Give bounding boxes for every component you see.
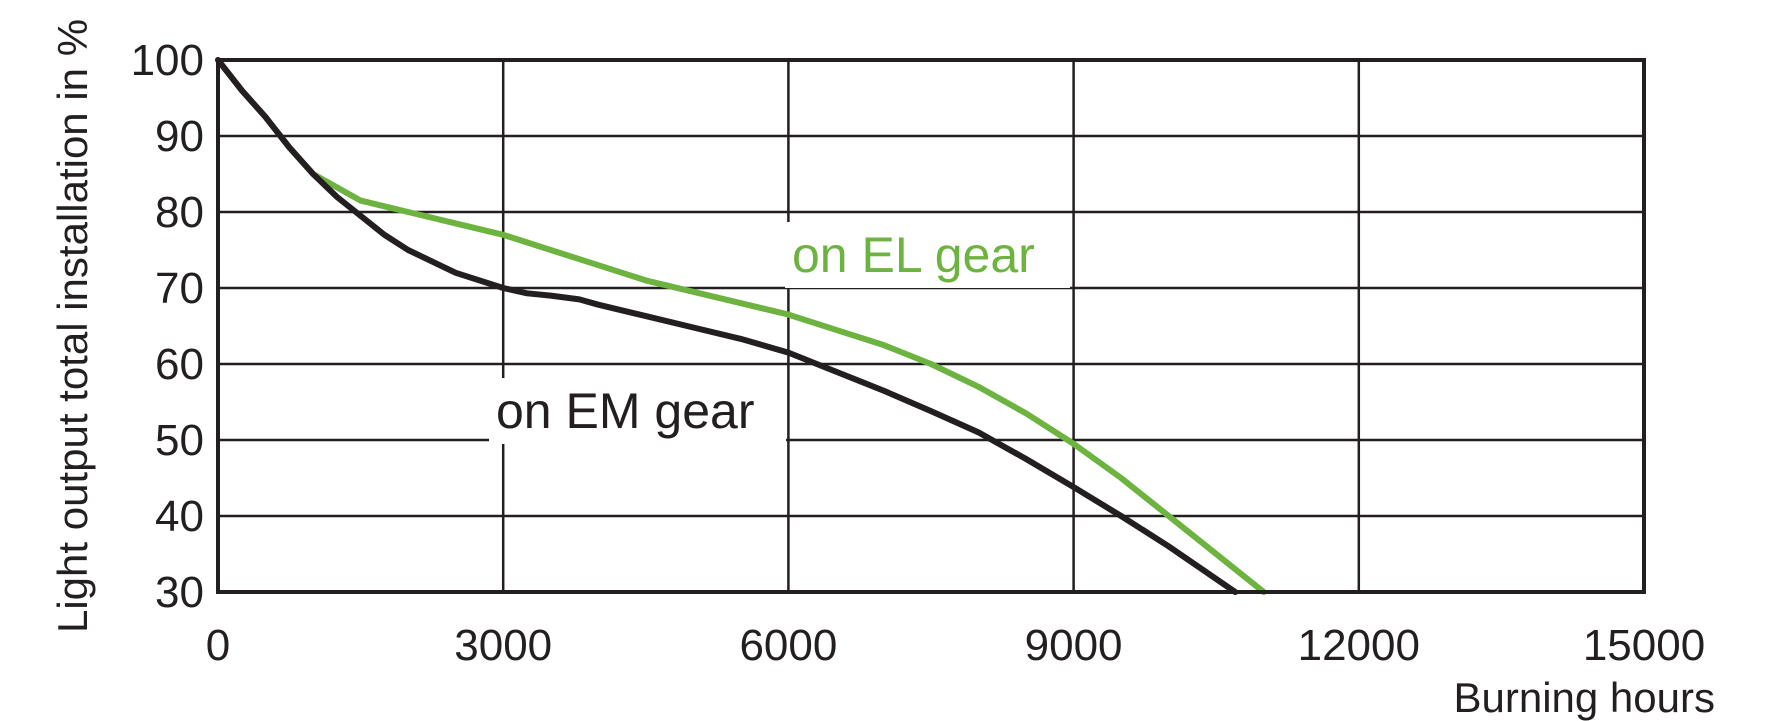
y-axis-label: Light output total installation in % [49, 19, 96, 633]
series-label: on EL gear [792, 227, 1035, 283]
series-line-em-gear [215, 57, 1239, 595]
y-tick-label: 40 [155, 492, 204, 541]
y-tick-label: 80 [155, 188, 204, 237]
x-tick-label: 3000 [454, 621, 552, 670]
y-tick-label: 50 [155, 416, 204, 465]
y-tick-label: 90 [155, 112, 204, 161]
x-tick-label: 6000 [739, 621, 837, 670]
x-tick-labels: 0 3000 6000 9000 12000 15000 [206, 621, 1705, 670]
series-label-background [785, 222, 1070, 288]
series-label-background [489, 378, 786, 444]
series-line-el-gear [215, 57, 1267, 595]
x-axis-label: Burning hours [1454, 674, 1716, 721]
y-tick-labels: 100 90 80 70 60 50 40 30 [131, 36, 204, 617]
series-layer [215, 57, 1267, 595]
series-label: on EM gear [496, 383, 754, 439]
x-tick-label: 12000 [1298, 621, 1420, 670]
x-tick-label: 15000 [1583, 621, 1705, 670]
x-tick-label: 0 [206, 621, 230, 670]
plot-frame [216, 58, 1646, 594]
y-tick-label: 30 [155, 568, 204, 617]
series-label-layer: on EL gear on EM gear [489, 222, 1070, 444]
y-tick-label: 70 [155, 264, 204, 313]
y-tick-label: 60 [155, 340, 204, 389]
grid-layer [218, 60, 1644, 592]
y-tick-label: 100 [131, 36, 204, 85]
x-tick-label: 9000 [1025, 621, 1123, 670]
